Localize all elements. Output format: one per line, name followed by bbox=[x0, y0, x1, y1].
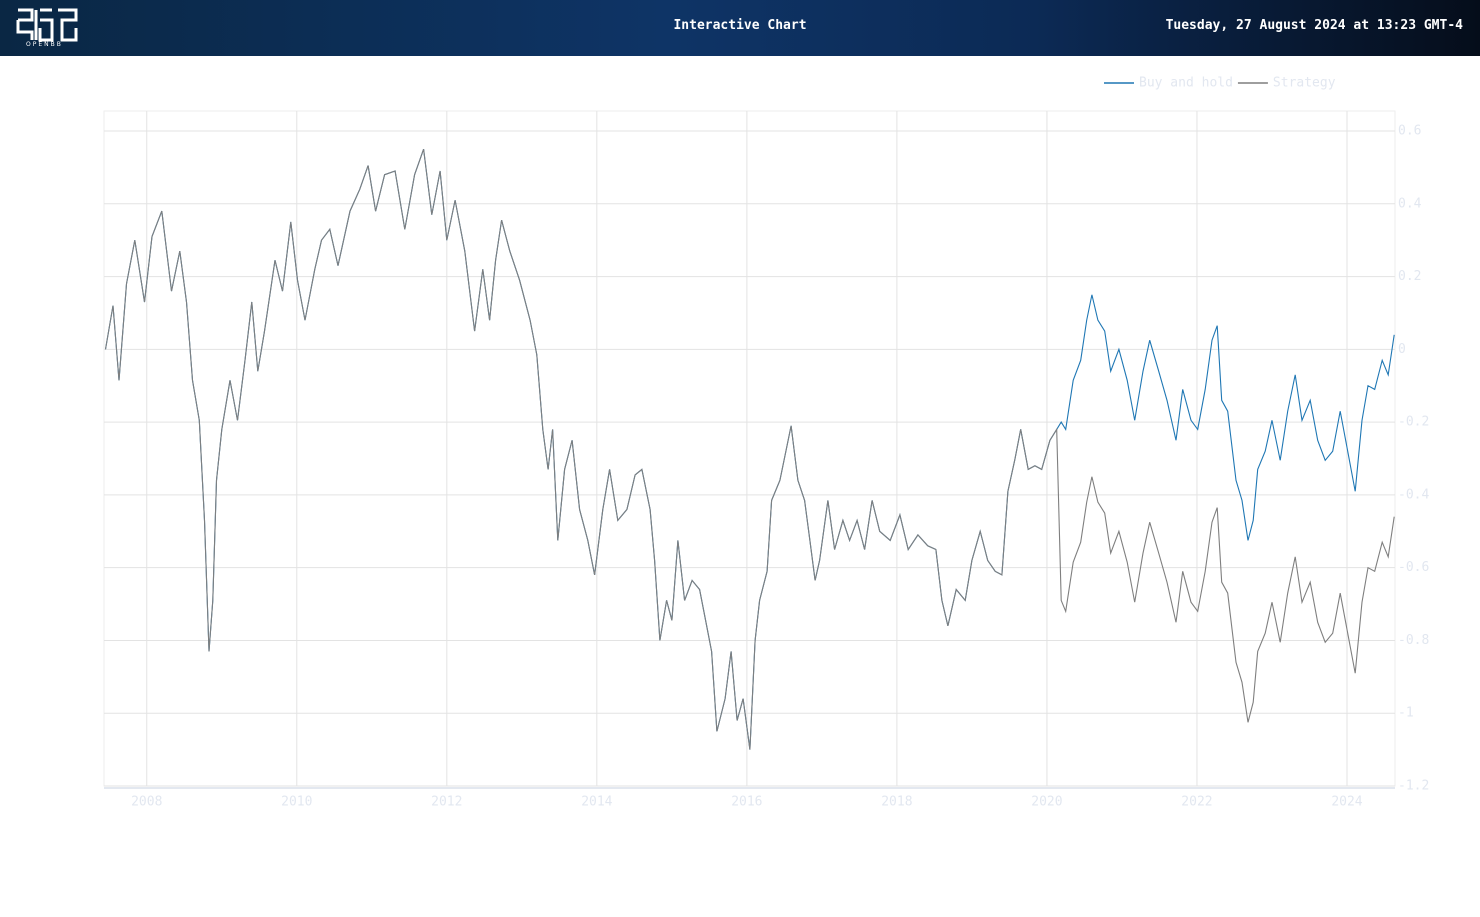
header-bar: OPENBB Interactive Chart Tuesday, 27 Aug… bbox=[0, 0, 1480, 56]
legend-label: Strategy bbox=[1273, 76, 1336, 91]
y-tick-label: 0.2 bbox=[1398, 269, 1421, 284]
x-tick-label: 2018 bbox=[881, 795, 912, 810]
y-tick-label: -1 bbox=[1398, 706, 1414, 721]
x-tick-label: 2016 bbox=[731, 795, 762, 810]
x-tick-label: 2012 bbox=[431, 795, 462, 810]
y-tick-label: -1.2 bbox=[1398, 779, 1429, 794]
chart: 0.6 0.4 0.2 0 -0.2 -0.4 -0.6 -0.8 -1 -1.2 2008 2010… bbox=[103, 76, 1429, 810]
y-tick-label: -0.4 bbox=[1398, 487, 1429, 502]
y-tick-label: 0.4 bbox=[1398, 196, 1422, 211]
plot-area bbox=[103, 110, 1396, 787]
x-tick-label: 2022 bbox=[1181, 795, 1212, 810]
series-line bbox=[104, 149, 1395, 750]
x-tick-label: 2024 bbox=[1331, 795, 1362, 810]
y-tick-label: -0.8 bbox=[1398, 633, 1429, 648]
logo bbox=[16, 8, 78, 42]
y-tick-label: -0.2 bbox=[1398, 415, 1429, 430]
logo-text: OPENBB bbox=[26, 41, 63, 48]
y-tick-label: 0.6 bbox=[1398, 124, 1421, 139]
y-tick-label: 0 bbox=[1398, 342, 1406, 357]
x-tick-label: 2008 bbox=[131, 795, 162, 810]
page-title: Interactive Chart bbox=[673, 18, 807, 33]
x-tick-label: 2014 bbox=[581, 795, 612, 810]
y-tick-label: -0.6 bbox=[1398, 560, 1429, 575]
datetime: Tuesday, 27 August 2024 at 13:23 GMT-4 bbox=[1165, 18, 1463, 33]
x-tick-label: 2020 bbox=[1031, 795, 1062, 810]
series-line bbox=[104, 149, 1395, 750]
x-tick-label: 2010 bbox=[281, 795, 312, 810]
legend-label: Buy and hold bbox=[1139, 76, 1233, 91]
